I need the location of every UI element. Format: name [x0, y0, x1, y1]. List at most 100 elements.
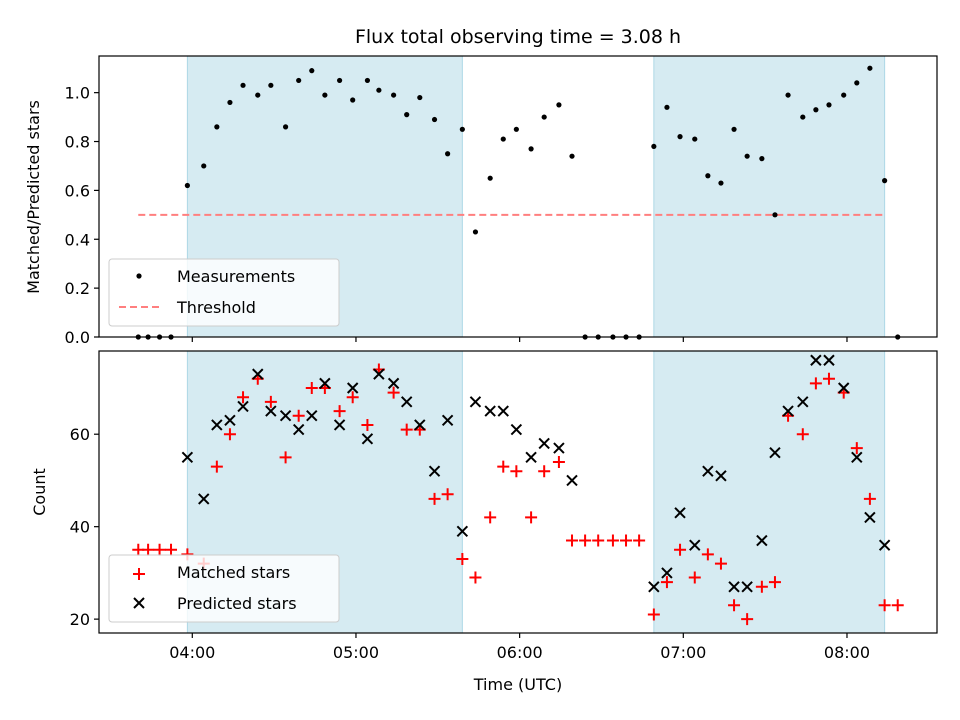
matched-star-point — [714, 557, 727, 570]
predicted-star-point — [769, 446, 781, 459]
y-tick-label: 0.6 — [65, 181, 90, 200]
measurement-point — [744, 153, 750, 159]
measurement-point — [569, 153, 575, 159]
legend-count-box — [108, 554, 340, 623]
predicted-star-point — [756, 534, 768, 547]
predicted-star-point — [292, 423, 305, 436]
x-tick-label: 05:00 — [333, 643, 379, 662]
y-tick-label: 0.2 — [65, 279, 90, 298]
predicted-star-point — [181, 451, 194, 464]
matched-star-point — [796, 428, 809, 441]
legend-count: Matched stars Predicted stars — [108, 554, 340, 623]
matched-star-point — [165, 543, 178, 556]
matched-star-point — [387, 386, 400, 399]
shaded-interval-top-1 — [653, 55, 886, 338]
panel-ratio-frame — [98, 55, 938, 338]
predicted-star-point — [823, 354, 835, 366]
measurement-point — [201, 163, 207, 169]
predicted-star-point — [279, 410, 292, 422]
predicted-star-point — [252, 368, 264, 380]
matched-star-point — [606, 534, 619, 547]
measurement-point — [651, 143, 657, 150]
predicted-star-point — [525, 451, 537, 464]
matched-star-point — [809, 377, 822, 390]
measurement-point — [705, 173, 711, 179]
legend-measurements-label: Measurements — [177, 267, 295, 286]
measurement-point — [336, 77, 343, 84]
matched-star-point — [153, 543, 166, 556]
predicted-star-point — [715, 470, 727, 482]
predicted-star-point — [566, 474, 578, 487]
measurement-point — [404, 112, 410, 118]
matched-star-point — [142, 543, 155, 556]
matched-star-point — [400, 423, 413, 436]
measurement-point — [255, 92, 261, 98]
matched-star-point — [292, 409, 305, 422]
measurement-point — [500, 136, 506, 142]
matched-star-point — [822, 372, 835, 385]
panel-ratio: 0.0 0.2 0.4 0.6 0.8 1.0 Matched/Predicted sta… — [24, 55, 938, 347]
predicted-star-point — [702, 465, 714, 477]
predicted-star-point — [728, 581, 740, 593]
matched-star-point — [850, 442, 863, 455]
matched-star-point — [891, 599, 904, 612]
predicted-star-point — [346, 382, 359, 394]
legend-ratio-box — [108, 258, 340, 327]
x-axis-label: Time (UTC) — [473, 675, 562, 694]
matched-star-point — [538, 465, 551, 478]
y-tick-label: 0.0 — [65, 328, 90, 347]
measurement-point — [826, 102, 832, 108]
measurement-point — [459, 126, 465, 132]
matched-star-point — [510, 465, 523, 478]
legend-ratio: Measurements Threshold — [108, 258, 340, 327]
measurement-point — [322, 92, 328, 98]
matched-star-point — [361, 418, 374, 431]
predicted-star-point — [484, 405, 496, 417]
measurement-point — [472, 229, 479, 235]
predicted-star-point — [441, 414, 454, 427]
matched-star-point — [660, 576, 673, 589]
y-tick-label: 0.8 — [65, 133, 90, 152]
predicted-star-point — [333, 419, 346, 431]
measurement-point — [391, 92, 397, 98]
measurement-point — [513, 126, 519, 132]
measurement-point — [677, 134, 683, 140]
matched-star-point — [484, 511, 497, 524]
matched-star-point — [741, 613, 754, 626]
measurement-point — [556, 102, 562, 108]
matched-star-point — [525, 511, 538, 524]
matched-star-point — [579, 534, 592, 547]
measurement-point — [867, 65, 873, 71]
predicted-star-point — [810, 354, 822, 366]
predicted-star-point — [661, 567, 673, 579]
predicted-star-point — [387, 377, 400, 390]
y-tick-label: 1.0 — [65, 84, 90, 103]
matched-star-point — [878, 599, 891, 612]
matched-star-point — [688, 571, 701, 584]
matched-star-point — [592, 534, 605, 547]
measurement-point — [664, 104, 670, 110]
legend-threshold-label: Threshold — [176, 298, 256, 317]
predicted-star-point — [674, 507, 686, 519]
y-tick-label: 40 — [70, 518, 90, 537]
measurement-point — [718, 180, 724, 186]
matched-star-point — [456, 553, 469, 566]
matched-star-point — [620, 534, 633, 547]
predicted-star-point — [851, 451, 863, 464]
legend-predicted-label: Predicted stars — [177, 594, 297, 613]
predicted-star-point — [469, 396, 482, 408]
y-tick-label: 0.4 — [65, 230, 90, 249]
measurement-point — [854, 80, 860, 86]
matched-star-point — [264, 395, 277, 408]
matched-star-point — [701, 548, 714, 561]
predicted-star-point — [224, 414, 236, 427]
matched-star-point — [333, 405, 346, 418]
predicted-star-point — [553, 442, 565, 454]
predicted-star-point — [689, 539, 701, 551]
measurement-point — [240, 82, 246, 88]
predicted-star-point — [211, 419, 223, 431]
measurement-point — [350, 97, 356, 103]
predicted-star-point — [837, 382, 850, 394]
matched-star-point — [279, 451, 292, 464]
measurement-point — [785, 92, 791, 98]
